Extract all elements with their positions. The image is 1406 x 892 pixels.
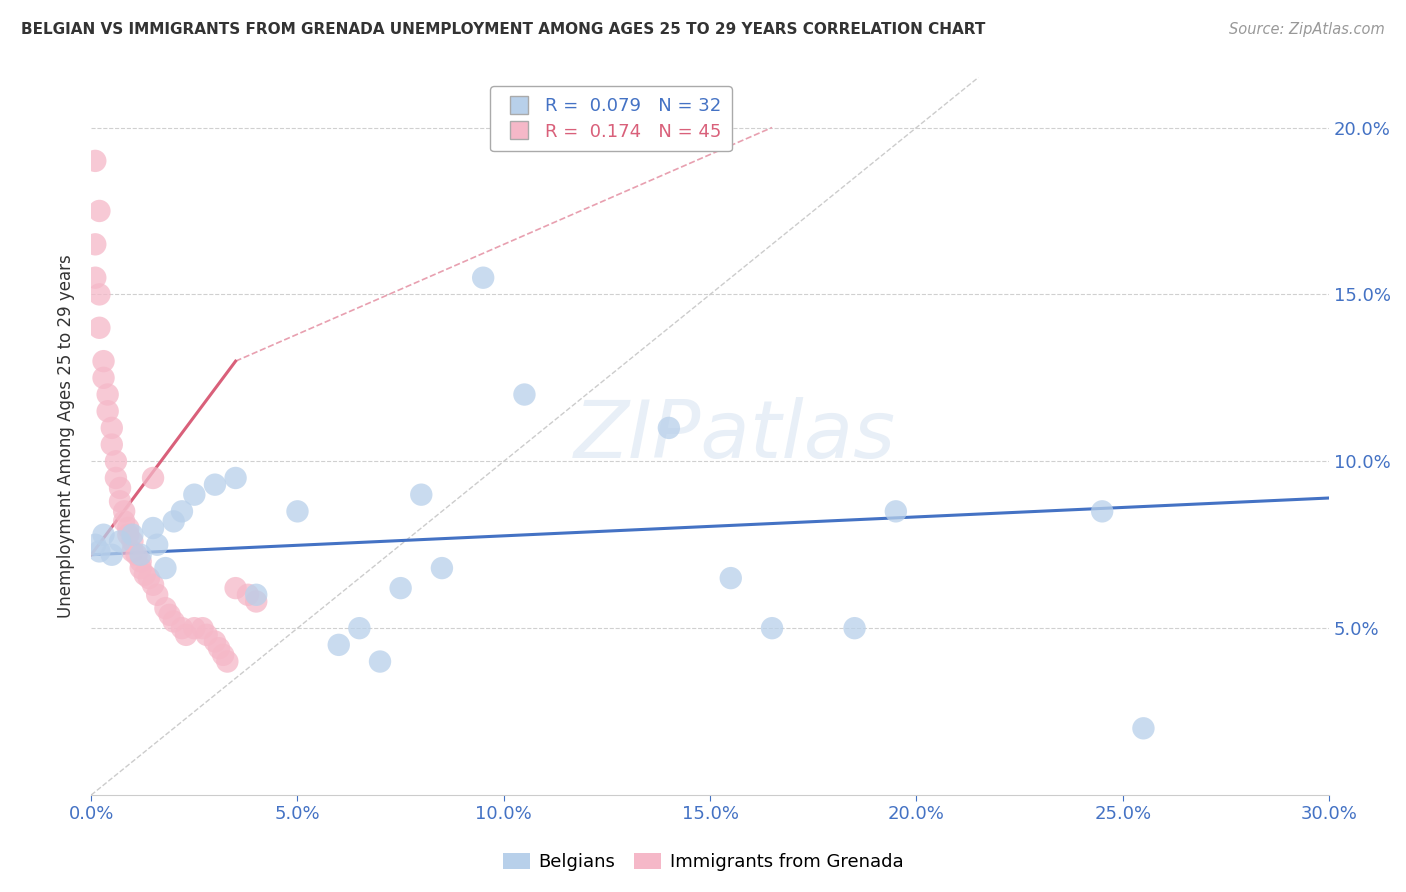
Point <box>204 634 226 648</box>
Point <box>658 421 681 435</box>
Point <box>287 504 309 518</box>
Point <box>84 153 107 168</box>
Point <box>170 504 193 518</box>
Point <box>89 320 111 334</box>
Point <box>138 571 160 585</box>
Point <box>236 588 259 602</box>
Point <box>134 567 156 582</box>
Point <box>117 521 139 535</box>
Point <box>411 488 433 502</box>
Point <box>245 594 267 608</box>
Point <box>101 437 124 451</box>
Point <box>720 571 742 585</box>
Point <box>93 527 115 541</box>
Point <box>163 615 186 629</box>
Point <box>195 628 218 642</box>
Point <box>112 504 135 518</box>
Point <box>129 548 152 562</box>
Point <box>146 588 169 602</box>
Point <box>146 538 169 552</box>
Point <box>142 578 165 592</box>
Point <box>101 421 124 435</box>
Point <box>389 581 412 595</box>
Point <box>84 270 107 285</box>
Point <box>204 477 226 491</box>
Point <box>121 527 143 541</box>
Point <box>121 534 143 549</box>
Legend: R =  0.079   N = 32, R =  0.174   N = 45: R = 0.079 N = 32, R = 0.174 N = 45 <box>491 87 731 152</box>
Point <box>93 354 115 368</box>
Point <box>121 544 143 558</box>
Point <box>89 203 111 218</box>
Point <box>117 527 139 541</box>
Point <box>225 581 247 595</box>
Point <box>844 621 866 635</box>
Point <box>104 471 127 485</box>
Point <box>108 481 131 495</box>
Text: ZIPatlas: ZIPatlas <box>574 397 896 475</box>
Point <box>1091 504 1114 518</box>
Point <box>129 561 152 575</box>
Point <box>225 471 247 485</box>
Point <box>163 514 186 528</box>
Point <box>183 621 205 635</box>
Point <box>155 561 177 575</box>
Point <box>89 287 111 301</box>
Point <box>159 607 181 622</box>
Point <box>212 648 235 662</box>
Point <box>89 544 111 558</box>
Point <box>430 561 453 575</box>
Point <box>183 488 205 502</box>
Point <box>208 641 231 656</box>
Point <box>174 628 197 642</box>
Point <box>328 638 350 652</box>
Point <box>104 454 127 468</box>
Point <box>349 621 371 635</box>
Point <box>155 601 177 615</box>
Point <box>93 371 115 385</box>
Point <box>129 554 152 568</box>
Point <box>112 514 135 528</box>
Point <box>97 387 120 401</box>
Point <box>108 494 131 508</box>
Point <box>513 387 536 401</box>
Point <box>368 655 391 669</box>
Point <box>97 404 120 418</box>
Legend: Belgians, Immigrants from Grenada: Belgians, Immigrants from Grenada <box>495 846 911 879</box>
Point <box>170 621 193 635</box>
Point <box>84 538 107 552</box>
Point <box>884 504 907 518</box>
Point <box>472 270 495 285</box>
Point <box>142 521 165 535</box>
Y-axis label: Unemployment Among Ages 25 to 29 years: Unemployment Among Ages 25 to 29 years <box>58 254 75 618</box>
Point <box>142 471 165 485</box>
Text: Source: ZipAtlas.com: Source: ZipAtlas.com <box>1229 22 1385 37</box>
Point <box>108 534 131 549</box>
Point <box>191 621 214 635</box>
Text: BELGIAN VS IMMIGRANTS FROM GRENADA UNEMPLOYMENT AMONG AGES 25 TO 29 YEARS CORREL: BELGIAN VS IMMIGRANTS FROM GRENADA UNEMP… <box>21 22 986 37</box>
Point <box>84 237 107 252</box>
Point <box>761 621 783 635</box>
Point <box>1132 721 1154 735</box>
Point <box>101 548 124 562</box>
Point <box>217 655 239 669</box>
Point <box>245 588 267 602</box>
Point <box>125 548 148 562</box>
